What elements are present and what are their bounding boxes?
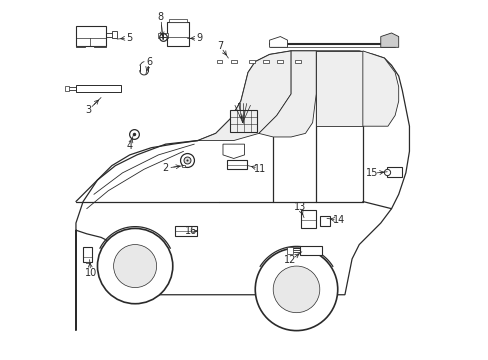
Text: 8: 8 [158, 12, 163, 22]
Text: 3: 3 [85, 105, 91, 115]
Polygon shape [362, 51, 398, 126]
Text: 4: 4 [126, 141, 133, 150]
Circle shape [97, 228, 172, 304]
FancyBboxPatch shape [230, 60, 236, 63]
Polygon shape [386, 167, 401, 177]
Circle shape [113, 244, 156, 288]
Text: 6: 6 [145, 57, 152, 67]
FancyBboxPatch shape [248, 60, 254, 63]
Text: 1: 1 [236, 103, 243, 113]
Polygon shape [300, 246, 321, 255]
Text: 15: 15 [365, 168, 377, 179]
Polygon shape [319, 216, 329, 226]
Text: 5: 5 [126, 33, 133, 43]
Polygon shape [380, 33, 398, 47]
Polygon shape [76, 45, 85, 47]
Polygon shape [76, 85, 121, 92]
Polygon shape [269, 37, 287, 47]
Polygon shape [286, 247, 292, 253]
Polygon shape [158, 33, 167, 38]
Text: 7: 7 [216, 41, 223, 51]
Polygon shape [227, 160, 247, 169]
Circle shape [273, 266, 319, 313]
FancyBboxPatch shape [277, 60, 283, 63]
Text: 9: 9 [196, 33, 203, 43]
Polygon shape [76, 26, 106, 45]
Polygon shape [76, 51, 408, 330]
Text: 2: 2 [162, 163, 168, 173]
Polygon shape [86, 262, 89, 263]
Polygon shape [167, 22, 188, 45]
Polygon shape [112, 31, 117, 39]
Text: 14: 14 [333, 215, 345, 225]
Circle shape [255, 248, 337, 330]
Polygon shape [94, 45, 106, 47]
Polygon shape [301, 211, 315, 228]
Polygon shape [198, 51, 290, 140]
Polygon shape [258, 51, 316, 137]
Text: 11: 11 [254, 164, 266, 174]
Polygon shape [83, 247, 92, 262]
Polygon shape [223, 144, 244, 158]
Text: 16: 16 [184, 226, 197, 236]
Polygon shape [169, 19, 187, 22]
Polygon shape [230, 110, 257, 132]
Polygon shape [65, 86, 69, 91]
FancyBboxPatch shape [216, 60, 222, 63]
Text: 13: 13 [293, 202, 305, 212]
Polygon shape [182, 165, 185, 167]
FancyBboxPatch shape [263, 60, 268, 63]
Polygon shape [316, 51, 362, 126]
FancyBboxPatch shape [295, 60, 301, 63]
Text: 12: 12 [284, 255, 296, 265]
Text: 10: 10 [84, 268, 97, 278]
Polygon shape [174, 226, 197, 235]
